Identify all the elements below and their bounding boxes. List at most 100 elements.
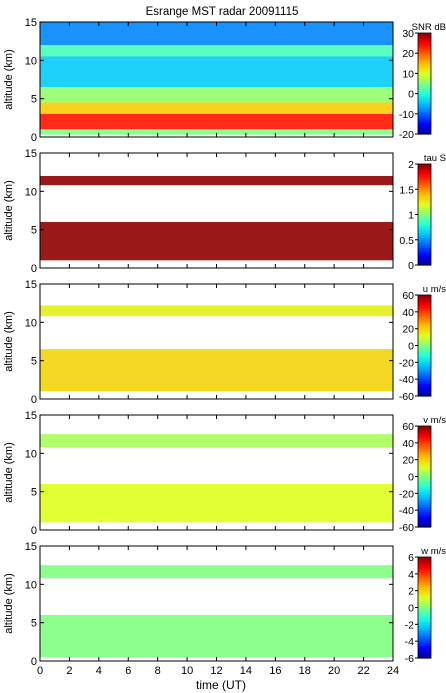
data-layer	[40, 484, 393, 523]
y-tick-label: 0	[31, 525, 37, 537]
colorbar-segment	[418, 461, 431, 465]
colorbar-segment	[418, 86, 431, 90]
y-axis-label: altitude (km)	[3, 442, 15, 503]
colorbar-segment	[418, 491, 431, 495]
x-tick-label: 4	[96, 665, 102, 677]
y-tick-label: 5	[31, 225, 37, 237]
colorbar-segment	[418, 227, 431, 231]
colorbar-segment	[418, 211, 431, 216]
colorbar-segment	[418, 569, 431, 573]
colorbar-segment	[418, 335, 431, 339]
colorbar-segment	[418, 484, 431, 488]
colorbar-segment	[418, 191, 431, 195]
x-tick-label: 20	[328, 665, 340, 677]
colorbar-segment	[418, 65, 431, 69]
colorbar-segment	[418, 214, 431, 218]
colorbar-segment	[418, 98, 431, 102]
data-layer	[40, 565, 393, 579]
y-tick-label: 10	[25, 317, 37, 329]
colorbar-segment	[418, 622, 431, 626]
colorbar-segment	[418, 393, 431, 397]
colorbar-segment	[418, 521, 431, 526]
colorbar-segment	[418, 383, 431, 387]
colorbar-segment	[418, 486, 431, 490]
colorbar-segment	[418, 229, 431, 233]
colorbar-segment	[418, 317, 431, 321]
colorbar-tick-label: -20	[399, 488, 414, 500]
colorbar-segment	[418, 607, 431, 611]
colorbar-segment	[418, 116, 431, 120]
colorbar-segment	[418, 380, 431, 384]
colorbar-segment	[418, 652, 431, 657]
colorbar-segment	[418, 184, 431, 188]
x-tick-label: 8	[155, 665, 161, 677]
colorbar-segment	[418, 587, 431, 591]
colorbar-segment	[418, 55, 431, 59]
y-tick-label: 10	[25, 579, 37, 591]
x-tick-label: 22	[357, 665, 369, 677]
y-tick-label: 10	[25, 186, 37, 198]
colorbar-tick-label: 2	[408, 159, 414, 171]
colorbar-segment	[418, 514, 431, 518]
colorbar-segment	[418, 599, 431, 604]
colorbar-segment	[418, 365, 431, 369]
colorbar-tick-label: 0	[408, 472, 414, 484]
colorbar-segment	[418, 60, 431, 64]
y-tick-label: 5	[31, 487, 37, 499]
colorbar-segment	[418, 582, 431, 586]
colorbar-segment	[418, 118, 431, 122]
x-tick-label: 0	[37, 665, 43, 677]
colorbar-segment	[418, 325, 431, 329]
colorbar-segment	[418, 348, 431, 352]
colorbar-segment	[418, 169, 431, 173]
colorbar-segment	[418, 458, 431, 462]
y-axis-label: altitude (km)	[3, 49, 15, 110]
colorbar-tick-label: 1.5	[399, 184, 414, 196]
y-tick-label: 10	[25, 448, 37, 460]
colorbar-segment	[418, 327, 431, 331]
colorbar-segment	[418, 237, 431, 241]
colorbar-tick-label: 20	[402, 455, 414, 467]
colorbar-segment	[418, 63, 431, 67]
colorbar-segment	[418, 446, 431, 450]
y-tick-label: 15	[25, 17, 37, 29]
colorbar-segment	[418, 75, 431, 80]
colorbar-segment	[418, 48, 431, 52]
colorbar-segment	[418, 305, 431, 309]
data-layer	[40, 222, 393, 261]
colorbar-segment	[418, 355, 431, 359]
data-layer	[40, 349, 393, 392]
y-tick-label: 0	[31, 132, 37, 144]
colorbar-segment	[418, 501, 431, 505]
colorbar-segment	[418, 68, 431, 72]
colorbar-segment	[418, 50, 431, 54]
colorbar-segment	[418, 58, 431, 62]
colorbar-segment	[418, 358, 431, 362]
colorbar-segment	[418, 196, 431, 200]
colorbar-segment	[418, 78, 431, 82]
colorbar-segment	[418, 448, 431, 452]
x-tick-label: 12	[210, 665, 222, 677]
colorbar-segment	[418, 516, 431, 521]
colorbar-segment	[418, 96, 431, 100]
colorbar-segment	[418, 426, 431, 430]
colorbar-tick-label: 0	[408, 341, 414, 353]
colorbar-segment	[418, 244, 431, 248]
data-layer	[40, 45, 393, 57]
colorbar-segment	[418, 80, 431, 85]
y-tick-label: 15	[25, 541, 37, 553]
colorbar-segment	[418, 166, 431, 170]
colorbar-segment	[418, 456, 431, 460]
y-tick-label: 15	[25, 279, 37, 291]
colorbar-segment	[418, 310, 431, 314]
colorbar-segment	[418, 209, 431, 213]
colorbar-tick-label: 0	[408, 260, 414, 272]
colorbar-segment	[418, 640, 431, 644]
colorbar-segment	[418, 476, 431, 480]
colorbar-segment	[418, 363, 431, 367]
colorbar-segment	[418, 295, 431, 299]
colorbar-tick-label: 20	[402, 324, 414, 336]
colorbar-tick-label: 2	[408, 586, 414, 598]
colorbar-segment	[418, 345, 431, 349]
data-layer	[40, 114, 393, 130]
